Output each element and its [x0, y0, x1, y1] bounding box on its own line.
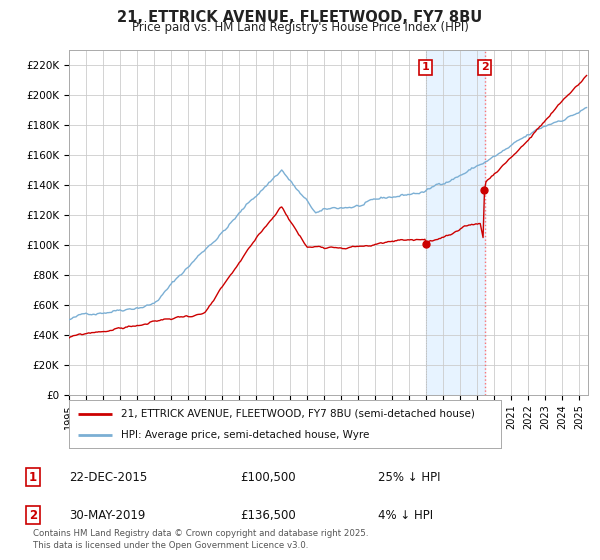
Text: 1: 1: [422, 62, 430, 72]
Text: 22-DEC-2015: 22-DEC-2015: [69, 470, 147, 484]
Text: 25% ↓ HPI: 25% ↓ HPI: [378, 470, 440, 484]
Text: 1: 1: [29, 470, 37, 484]
Bar: [426, 50, 485, 395]
Text: Price paid vs. HM Land Registry's House Price Index (HPI): Price paid vs. HM Land Registry's House …: [131, 21, 469, 34]
Text: 21, ETTRICK AVENUE, FLEETWOOD, FY7 8BU (semi-detached house): 21, ETTRICK AVENUE, FLEETWOOD, FY7 8BU (…: [121, 409, 475, 419]
Text: 21, ETTRICK AVENUE, FLEETWOOD, FY7 8BU: 21, ETTRICK AVENUE, FLEETWOOD, FY7 8BU: [118, 10, 482, 25]
Text: £100,500: £100,500: [240, 470, 296, 484]
Text: 30-MAY-2019: 30-MAY-2019: [69, 508, 145, 522]
Text: 2: 2: [29, 508, 37, 522]
Text: 2: 2: [481, 62, 488, 72]
Text: £136,500: £136,500: [240, 508, 296, 522]
Text: Contains HM Land Registry data © Crown copyright and database right 2025.
This d: Contains HM Land Registry data © Crown c…: [33, 529, 368, 550]
Text: HPI: Average price, semi-detached house, Wyre: HPI: Average price, semi-detached house,…: [121, 430, 369, 440]
Text: 4% ↓ HPI: 4% ↓ HPI: [378, 508, 433, 522]
